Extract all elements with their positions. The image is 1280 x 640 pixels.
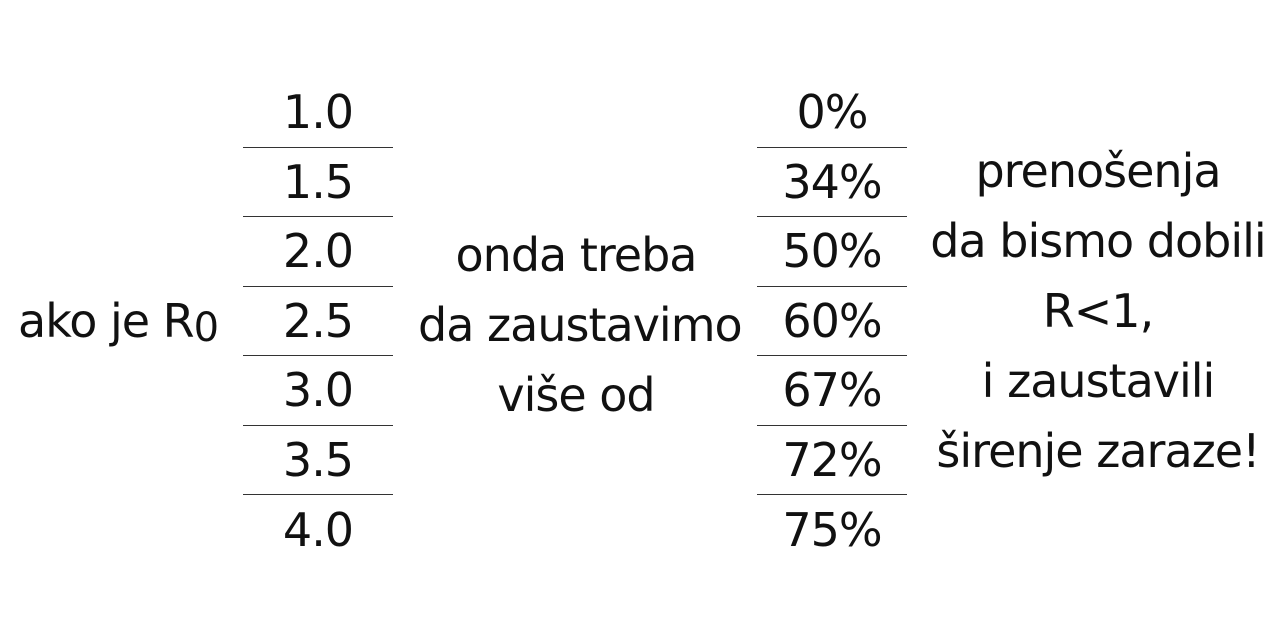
right-line: i zaustavili [981, 354, 1216, 408]
r0-values-column: 1.0 1.5 2.0 2.5 3.0 3.5 4.0 [243, 78, 393, 565]
r0-value: 3.0 [243, 356, 393, 426]
r0-value: 1.5 [243, 148, 393, 217]
r0-value: 3.5 [243, 426, 393, 495]
middle-line: više od [497, 368, 655, 422]
r0-condition-label: ako je R0 [18, 298, 219, 348]
right-line: prenošenja [975, 144, 1221, 198]
right-line: R<1, [1042, 284, 1154, 338]
right-line: širenje zaraze! [936, 424, 1260, 478]
percent-value: 72% [757, 426, 907, 495]
r0-value: 1.0 [243, 78, 393, 148]
r0-label-subscript: 0 [193, 305, 219, 351]
r0-label-text: ako je R [18, 294, 195, 348]
percent-value: 60% [757, 287, 907, 356]
r0-value: 2.0 [243, 217, 393, 287]
percent-value: 0% [757, 78, 907, 148]
r0-value: 4.0 [282, 502, 354, 557]
percent-value: 50% [757, 217, 907, 287]
middle-phrase: onda treba da zaustavimo više od [418, 220, 743, 430]
r0-value: 2.5 [243, 287, 393, 356]
percent-value: 67% [757, 356, 907, 426]
percent-values-column: 0% 34% 50% 60% 67% 72% 75% [757, 78, 907, 565]
right-phrase: prenošenja da bismo dobili R<1, i zausta… [920, 136, 1276, 486]
percent-value: 75% [782, 502, 882, 557]
percent-value: 34% [757, 148, 907, 217]
middle-line: da zaustavimo [418, 298, 743, 352]
right-line: da bismo dobili [930, 214, 1266, 268]
middle-line: onda treba [455, 228, 698, 282]
